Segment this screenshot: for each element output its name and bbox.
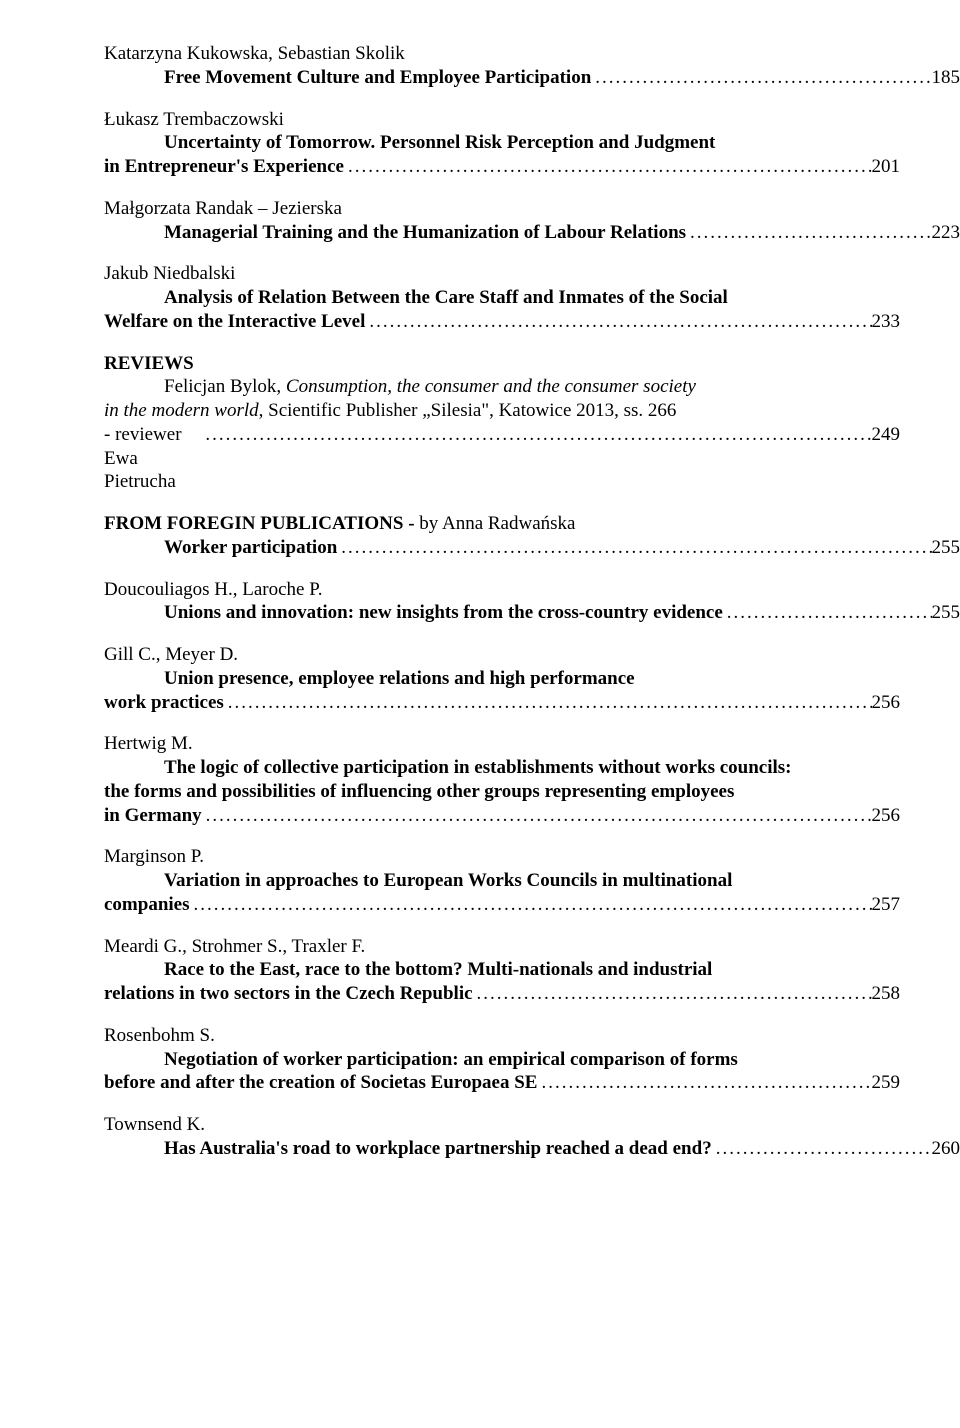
toc-entry: Łukasz Trembaczowski Uncertainty of Tomo… xyxy=(104,108,900,179)
page-number: 185 xyxy=(932,66,960,90)
foreign-pub-section: FROM FOREGIN PUBLICATIONS - by Anna Radw… xyxy=(104,512,900,560)
author-line: Doucouliagos H., Laroche P. xyxy=(104,578,900,602)
dot-leader xyxy=(344,155,872,179)
page-number: 257 xyxy=(872,893,901,917)
title-row: before and after the creation of Societa… xyxy=(104,1071,900,1095)
toc-entry: Gill C., Meyer D. Union presence, employ… xyxy=(104,643,900,714)
title-row: relations in two sectors in the Czech Re… xyxy=(104,982,900,1006)
title-row: work practices 256 xyxy=(104,691,900,715)
dot-leader xyxy=(473,982,872,1006)
author-line: Małgorzata Randak – Jezierska xyxy=(104,197,900,221)
reviews-section: REVIEWS Felicjan Bylok, Consumption, the… xyxy=(104,352,900,495)
author-line: Marginson P. xyxy=(104,845,900,869)
review-line-1: Felicjan Bylok, Consumption, the consume… xyxy=(104,375,900,399)
title-continuation: relations in two sectors in the Czech Re… xyxy=(104,982,473,1006)
page-number: 256 xyxy=(872,691,901,715)
dot-leader xyxy=(365,310,871,334)
dot-leader xyxy=(224,691,872,715)
page-number: 201 xyxy=(872,155,901,179)
dot-leader xyxy=(337,536,931,560)
author-line: Gill C., Meyer D. xyxy=(104,643,900,667)
title-row: in Germany 256 xyxy=(104,804,900,828)
title-line: Variation in approaches to European Work… xyxy=(104,869,900,893)
title-row: companies 257 xyxy=(104,893,900,917)
title-row: Free Movement Culture and Employee Parti… xyxy=(104,66,960,90)
title-row: in Entrepreneur's Experience 201 xyxy=(104,155,900,179)
page-number: 259 xyxy=(872,1071,901,1095)
toc-entry: Townsend K. Has Australia's road to work… xyxy=(104,1113,900,1161)
toc-entry: Rosenbohm S. Negotiation of worker parti… xyxy=(104,1024,900,1095)
title-text: Unions and innovation: new insights from… xyxy=(164,601,723,625)
page-number: 258 xyxy=(872,982,901,1006)
review-author: Felicjan Bylok, xyxy=(164,376,286,397)
title-continuation: work practices xyxy=(104,691,224,715)
title-continuation: Welfare on the Interactive Level xyxy=(104,310,365,334)
author-line: Katarzyna Kukowska, Sebastian Skolik xyxy=(104,42,900,66)
review-line-2: in the modern world, Scientific Publishe… xyxy=(104,399,900,423)
page-number: 249 xyxy=(872,423,901,447)
author-line: Rosenbohm S. xyxy=(104,1024,900,1048)
author-line: Meardi G., Strohmer S., Traxler F. xyxy=(104,935,900,959)
title-continuation: in Entrepreneur's Experience xyxy=(104,155,344,179)
title-line: Uncertainty of Tomorrow. Personnel Risk … xyxy=(104,131,900,155)
dot-leader xyxy=(190,893,872,917)
page-number: 260 xyxy=(932,1137,960,1161)
review-publisher: , Scientific Publisher „Silesia", Katowi… xyxy=(259,400,677,421)
foreign-heading: FROM FOREGIN PUBLICATIONS - by Anna Radw… xyxy=(104,512,900,536)
title-line: Negotiation of worker participation: an … xyxy=(104,1048,900,1072)
author-line: Jakub Niedbalski xyxy=(104,262,900,286)
toc-entry: Małgorzata Randak – Jezierska Managerial… xyxy=(104,197,900,245)
title-row: Has Australia's road to workplace partne… xyxy=(104,1137,960,1161)
author-line: Hertwig M. xyxy=(104,732,900,756)
toc-entry: Jakub Niedbalski Analysis of Relation Be… xyxy=(104,262,900,333)
page-number: 256 xyxy=(872,804,901,828)
page-number: 223 xyxy=(932,221,960,245)
title-row: Managerial Training and the Humanization… xyxy=(104,221,960,245)
author-line: Łukasz Trembaczowski xyxy=(104,108,900,132)
reviewer: - reviewer Ewa Pietrucha xyxy=(104,423,201,494)
dot-leader xyxy=(201,423,871,447)
toc-entry: Meardi G., Strohmer S., Traxler F. Race … xyxy=(104,935,900,1006)
reviews-heading: REVIEWS xyxy=(104,352,900,376)
dot-leader xyxy=(686,221,931,245)
title-continuation: companies xyxy=(104,893,190,917)
title-text: Worker participation xyxy=(164,536,337,560)
title-row: Unions and innovation: new insights from… xyxy=(104,601,960,625)
dot-leader xyxy=(723,601,932,625)
page-number: 255 xyxy=(932,601,960,625)
title-text: Managerial Training and the Humanization… xyxy=(164,221,686,245)
dot-leader xyxy=(537,1071,871,1095)
toc-entry: Doucouliagos H., Laroche P. Unions and i… xyxy=(104,578,900,626)
dot-leader xyxy=(202,804,872,828)
title-line: Race to the East, race to the bottom? Mu… xyxy=(104,958,900,982)
title-line: the forms and possibilities of influenci… xyxy=(104,780,900,804)
foreign-heading-by: by Anna Radwańska xyxy=(419,513,575,534)
title-text: Has Australia's road to workplace partne… xyxy=(164,1137,712,1161)
review-line-3: - reviewer Ewa Pietrucha 249 xyxy=(104,423,900,494)
toc-entry: Hertwig M. The logic of collective parti… xyxy=(104,732,900,827)
title-text: Free Movement Culture and Employee Parti… xyxy=(164,66,591,90)
page-number: 255 xyxy=(932,536,960,560)
title-continuation: in Germany xyxy=(104,804,202,828)
toc-entry: Katarzyna Kukowska, Sebastian Skolik Fre… xyxy=(104,42,900,90)
foreign-heading-text: FROM FOREGIN PUBLICATIONS - xyxy=(104,513,419,534)
review-title-part2: in the modern world xyxy=(104,400,259,421)
title-line: Analysis of Relation Between the Care St… xyxy=(104,286,900,310)
toc-entry: Marginson P. Variation in approaches to … xyxy=(104,845,900,916)
title-continuation: before and after the creation of Societa… xyxy=(104,1071,537,1095)
review-title-part1: Consumption, the consumer and the consum… xyxy=(286,376,696,397)
dot-leader xyxy=(712,1137,932,1161)
title-row: Worker participation 255 xyxy=(104,536,960,560)
page-number: 233 xyxy=(872,310,901,334)
dot-leader xyxy=(591,66,931,90)
title-row: Welfare on the Interactive Level 233 xyxy=(104,310,900,334)
title-line: The logic of collective participation in… xyxy=(104,756,900,780)
author-line: Townsend K. xyxy=(104,1113,900,1137)
title-line: Union presence, employee relations and h… xyxy=(104,667,900,691)
